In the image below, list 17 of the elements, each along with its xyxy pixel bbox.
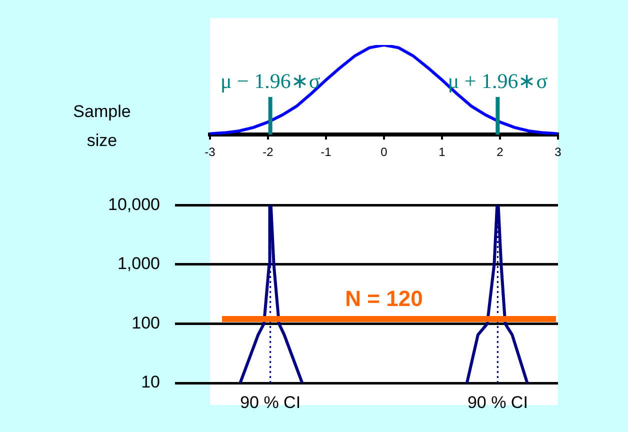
x-tick-label: -2 — [262, 145, 274, 160]
y-tick-label: 1,000 — [117, 254, 160, 274]
x-tick-label: 0 — [380, 145, 388, 160]
ref-line-label: μ + 1.96∗σ — [448, 68, 548, 93]
x-tick-label: -1 — [320, 145, 332, 160]
x-tick-label: -3 — [204, 145, 216, 160]
x-tick-label: 2 — [496, 145, 504, 160]
x-tick-label: 3 — [554, 145, 562, 160]
annotation: 90 % CI — [240, 393, 301, 412]
ref-line-label: μ − 1.96∗σ — [220, 68, 320, 93]
y-tick-label: 100 — [132, 313, 160, 332]
annotation: 90 % CI — [467, 393, 528, 412]
y-axis-title: Sample size — [72, 101, 132, 152]
y-tick-label: 10,000 — [108, 194, 160, 214]
ref-line-label: N = 120 — [345, 286, 423, 312]
y-tick-label: 10 — [141, 372, 160, 392]
x-tick-label: 1 — [438, 145, 446, 160]
